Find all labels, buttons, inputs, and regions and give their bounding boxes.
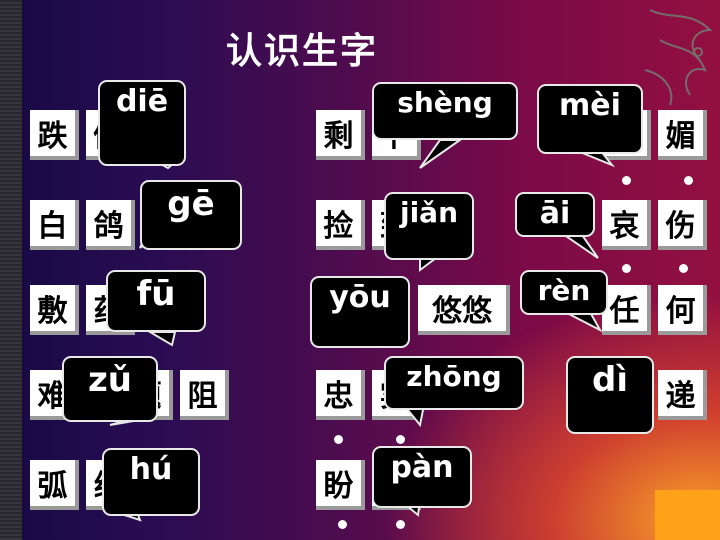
- pinyin-bubble[interactable]: gē: [140, 180, 242, 250]
- dot-marker: [679, 264, 688, 273]
- pinyin-text: pàn: [390, 450, 454, 485]
- page-title: 认识生字: [226, 31, 379, 72]
- pinyin-text: mèi: [559, 88, 621, 123]
- pinyin-text: zǔ: [88, 360, 132, 400]
- pinyin-bubble[interactable]: shèng: [372, 82, 518, 140]
- char-tile[interactable]: 跌: [30, 110, 79, 160]
- dot-marker: [396, 435, 405, 444]
- char-tile[interactable]: 鸽: [86, 200, 135, 250]
- pinyin-bubble[interactable]: dì: [566, 356, 654, 434]
- pinyin-bubble[interactable]: rèn: [520, 270, 608, 315]
- pinyin-bubble[interactable]: zhōng: [384, 356, 524, 410]
- pinyin-text: fū: [136, 274, 176, 314]
- char-tile[interactable]: 任: [602, 285, 651, 335]
- left-edge-strip: [0, 0, 22, 540]
- char-tile[interactable]: 忠: [316, 370, 365, 420]
- pinyin-text: rèn: [537, 274, 591, 307]
- char-tile[interactable]: 白: [30, 200, 79, 250]
- char-tile[interactable]: 盼: [316, 460, 365, 510]
- pinyin-text: āi: [539, 196, 571, 231]
- phoenix-decoration-icon: [644, 9, 713, 106]
- corner-block: [655, 490, 720, 540]
- pinyin-text: jiǎn: [399, 196, 459, 229]
- char-tile[interactable]: 弧: [30, 460, 79, 510]
- pinyin-text: shèng: [397, 86, 493, 119]
- char-tile[interactable]: 剩: [316, 110, 365, 160]
- pinyin-bubble[interactable]: pàn: [372, 446, 472, 508]
- dot-marker: [334, 435, 343, 444]
- pinyin-text: zhōng: [406, 360, 502, 393]
- dot-marker: [622, 176, 631, 185]
- pinyin-bubble[interactable]: hú: [102, 448, 200, 516]
- pinyin-bubble[interactable]: jiǎn: [384, 192, 474, 260]
- pinyin-bubble[interactable]: fū: [106, 270, 206, 332]
- pinyin-text: dì: [592, 360, 628, 400]
- pinyin-bubble[interactable]: mèi: [537, 84, 643, 154]
- char-tile[interactable]: 伤: [658, 200, 707, 250]
- char-tile[interactable]: 媚: [658, 110, 707, 160]
- char-tile[interactable]: 递: [658, 370, 707, 420]
- pinyin-text: gē: [167, 184, 215, 224]
- char-tile[interactable]: 敷: [30, 285, 79, 335]
- dot-marker: [684, 176, 693, 185]
- dot-marker: [396, 520, 405, 529]
- pinyin-bubble[interactable]: zǔ: [62, 356, 158, 422]
- char-tile[interactable]: 何: [658, 285, 707, 335]
- pinyin-text: yōu: [329, 280, 391, 315]
- dot-marker: [622, 264, 631, 273]
- char-tile[interactable]: 悠悠: [418, 285, 510, 335]
- pinyin-bubble[interactable]: yōu: [310, 276, 410, 348]
- pinyin-text: diē: [115, 84, 169, 119]
- char-tile[interactable]: 捡: [316, 200, 365, 250]
- char-tile[interactable]: 哀: [602, 200, 651, 250]
- dot-marker: [338, 520, 347, 529]
- pinyin-bubble[interactable]: diē: [98, 80, 186, 166]
- pinyin-text: hú: [129, 452, 173, 487]
- pinyin-bubble[interactable]: āi: [515, 192, 595, 237]
- char-tile[interactable]: 阻: [180, 370, 229, 420]
